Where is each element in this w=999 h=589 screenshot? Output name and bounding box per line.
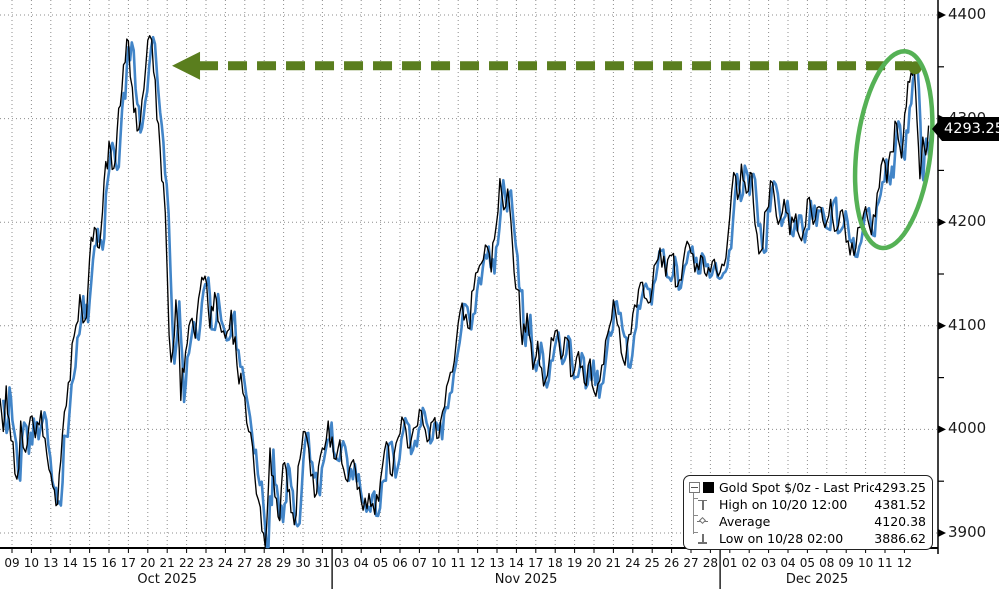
x-axis-day-label: 24 (625, 556, 641, 570)
series-name: Gold Spot $/0z - Last Price (719, 480, 875, 495)
x-axis-day-label: 29 (275, 556, 292, 570)
x-axis-day-label: 12 (896, 556, 913, 570)
x-axis-day-label: 10 (431, 556, 447, 570)
x-axis-day-label: 10 (23, 556, 40, 570)
x-axis-day-label: 19 (566, 556, 583, 570)
x-axis-day-label: 08 (819, 556, 835, 570)
y-axis-label: 4100 (948, 315, 987, 334)
series-swatch-icon (703, 482, 714, 493)
x-axis-day-label: 13 (489, 556, 505, 570)
x-axis-day-label: 07 (411, 556, 428, 570)
x-axis-day-label: 26 (663, 556, 680, 570)
y-tick-arrow-icon (938, 425, 946, 434)
x-axis-day-label: 10 (857, 556, 874, 570)
legend-row-average[interactable]: Average 4120.38 (689, 513, 926, 530)
legend-tree-stub (693, 532, 698, 533)
y-axis-label: 4200 (948, 212, 987, 231)
high-marker-icon (697, 499, 708, 511)
x-axis-day-label: 23 (198, 556, 214, 570)
x-axis-day-label: 27 (683, 556, 699, 570)
low-marker-icon (697, 533, 708, 545)
x-axis-day-label: 05 (372, 556, 389, 570)
highlight-ellipse (852, 49, 935, 251)
x-axis-month-label: Nov 2025 (494, 572, 558, 587)
x-axis-day-label: 05 (799, 556, 816, 570)
high-label: High on 10/20 12:00 (719, 497, 848, 512)
x-axis-day-label: 15 (81, 556, 98, 570)
x-axis-day-label: 20 (140, 556, 156, 570)
y-axis-label: 3900 (948, 523, 987, 541)
legend-row-high[interactable]: High on 10/20 12:00 4381.52 (689, 496, 926, 513)
x-axis-day-label: 14 (508, 556, 525, 570)
arrow-origin-dot (908, 61, 922, 75)
x-axis-day-label: 27 (237, 556, 253, 570)
x-axis-day-label: 20 (586, 556, 602, 570)
x-axis-day-label: 04 (780, 556, 796, 570)
x-axis-day-label: 21 (605, 556, 622, 570)
x-axis-day-label: 28 (256, 556, 272, 570)
arrow-head-left-icon (172, 51, 201, 80)
x-axis-day-label: 02 (741, 556, 757, 570)
y-axis-label: 4000 (948, 419, 987, 438)
y-axis-label: 4400 (948, 5, 987, 23)
legend-tree-stub (693, 498, 698, 499)
x-axis-day-label: 25 (644, 556, 660, 570)
average-value: 4120.38 (874, 514, 926, 529)
high-value: 4381.52 (874, 497, 926, 512)
x-axis-day-label: 31 (314, 556, 331, 570)
x-axis-month-label: Dec 2025 (785, 572, 849, 587)
x-axis-day-label: 22 (178, 556, 195, 570)
average-label: Average (719, 514, 771, 529)
x-axis-day-label: 13 (43, 556, 59, 570)
x-axis-month-label: Oct 2025 (137, 572, 198, 587)
x-axis-day-label: 12 (469, 556, 486, 570)
x-axis-day-label: 21 (159, 556, 175, 570)
x-axis-day-label: 18 (547, 556, 563, 570)
last-price-value: 4293.25 (942, 117, 999, 141)
legend-collapse-icon[interactable] (689, 482, 700, 493)
x-axis-day-label: 03 (334, 556, 350, 570)
low-value: 3886.62 (874, 531, 926, 546)
average-marker-icon (697, 516, 708, 528)
main-price-line (0, 35, 930, 548)
x-axis-day-label: 06 (392, 556, 408, 570)
x-axis-day-label: 11 (450, 556, 466, 570)
overlay-price-line (2, 35, 934, 549)
x-axis-day-label: 04 (353, 556, 369, 570)
x-axis-day-label: 17 (120, 556, 137, 570)
x-axis-day-label: 24 (217, 556, 234, 570)
x-axis-day-label: 03 (760, 556, 777, 570)
x-axis-day-label: 30 (295, 556, 311, 570)
series-last-value: 4293.25 (874, 480, 926, 495)
legend-tree-line (693, 490, 694, 534)
x-axis-day-label: 14 (62, 556, 78, 570)
legend-row-low[interactable]: Low on 10/28 02:00 3886.62 (689, 530, 926, 547)
low-label: Low on 10/28 02:00 (719, 531, 844, 546)
legend-row-series[interactable]: Gold Spot $/0z - Last Price 4293.25 (689, 479, 926, 496)
x-axis-day-label: 09 (838, 556, 854, 570)
legend-box[interactable]: Gold Spot $/0z - Last Price 4293.25 High… (683, 475, 933, 550)
flag-pointer-icon (932, 117, 942, 141)
x-axis-day-label: 17 (528, 556, 544, 570)
x-axis-day-label: 16 (101, 556, 117, 570)
y-tick-arrow-icon (938, 321, 946, 330)
x-axis-day-label: 09 (4, 556, 20, 570)
legend-tree-stub (693, 515, 698, 516)
x-axis-day-label: 28 (702, 556, 719, 570)
last-price-flag: 4293.25 (932, 117, 999, 141)
x-axis-day-label: 11 (877, 556, 893, 570)
y-tick-arrow-icon (938, 218, 946, 227)
y-tick-arrow-icon (938, 11, 946, 19)
y-tick-arrow-icon (938, 529, 946, 537)
x-axis-day-label: 01 (722, 556, 738, 570)
